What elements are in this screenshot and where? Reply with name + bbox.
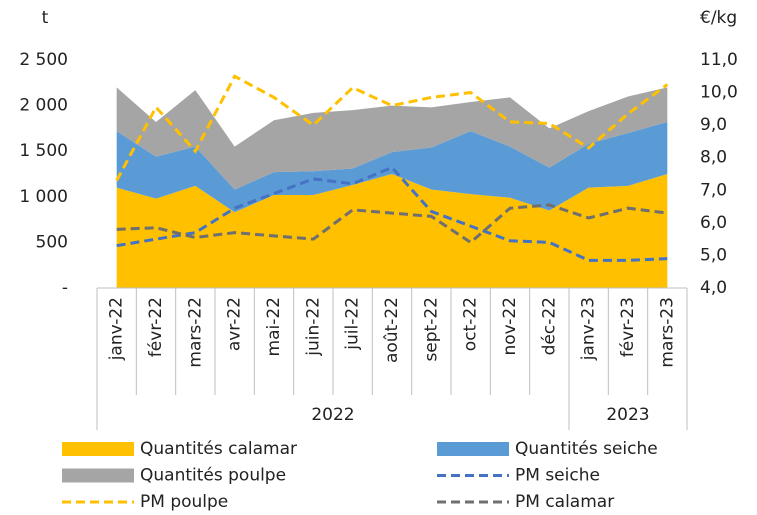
x-tick-label: oct-22 bbox=[461, 297, 481, 351]
x-tick-label: févr-22 bbox=[146, 297, 166, 357]
legend-label: PM poulpe bbox=[140, 492, 228, 512]
y-tick-label: 1 500 bbox=[19, 141, 68, 161]
y2-tick-label: 7,0 bbox=[700, 180, 727, 200]
legend-label: Quantités seiche bbox=[515, 439, 658, 459]
line bbox=[116, 203, 668, 245]
legend-label: PM calamar bbox=[515, 492, 614, 512]
y-tick-label: 2 500 bbox=[19, 50, 68, 70]
area bbox=[116, 122, 668, 213]
legend-label: Quantités poulpe bbox=[140, 466, 286, 486]
y-tick-label: - bbox=[62, 278, 68, 298]
x-tick-label: avr-22 bbox=[225, 297, 245, 351]
x-tick-label: juil-22 bbox=[343, 297, 363, 351]
x-tick-label: mars-23 bbox=[657, 297, 677, 368]
legend-label: Quantités calamar bbox=[140, 439, 297, 459]
x-tick-label: nov-22 bbox=[500, 297, 520, 356]
x-tick-label: janv-23 bbox=[579, 297, 599, 361]
x-tick-label: août-22 bbox=[382, 297, 402, 363]
y2-tick-label: 10,0 bbox=[700, 83, 738, 103]
y2-tick-label: 4,0 bbox=[700, 278, 727, 298]
legend-label: PM seiche bbox=[515, 466, 600, 486]
x-tick-label: janv-22 bbox=[107, 297, 127, 361]
line bbox=[115, 74, 669, 182]
x-tick-label: févr-23 bbox=[618, 297, 638, 357]
legend-swatch bbox=[62, 442, 134, 456]
y-tick-label: 500 bbox=[36, 232, 68, 252]
y2-tick-label: 8,0 bbox=[700, 148, 727, 168]
group-label: 2023 bbox=[606, 405, 649, 425]
y2-tick-label: 11,0 bbox=[700, 50, 738, 70]
y-axis-label: t bbox=[42, 8, 49, 28]
y2-tick-label: 5,0 bbox=[700, 245, 727, 265]
x-tick-label: mars-22 bbox=[185, 297, 205, 368]
x-tick-label: mai-22 bbox=[264, 297, 284, 356]
area bbox=[116, 87, 668, 190]
group-label: 2022 bbox=[311, 405, 354, 425]
y2-tick-label: 9,0 bbox=[700, 115, 727, 135]
x-tick-label: sept-22 bbox=[421, 297, 441, 362]
x-tick-label: déc-22 bbox=[539, 297, 559, 355]
y2-axis-label: €/kg bbox=[700, 8, 737, 28]
y2-tick-label: 6,0 bbox=[700, 213, 727, 233]
y-tick-label: 2 000 bbox=[19, 96, 68, 116]
legend-swatch bbox=[437, 442, 509, 456]
x-tick-label: juin-22 bbox=[303, 297, 323, 357]
y-tick-label: 1 000 bbox=[19, 187, 68, 207]
legend-swatch bbox=[62, 468, 134, 483]
area bbox=[116, 174, 668, 288]
